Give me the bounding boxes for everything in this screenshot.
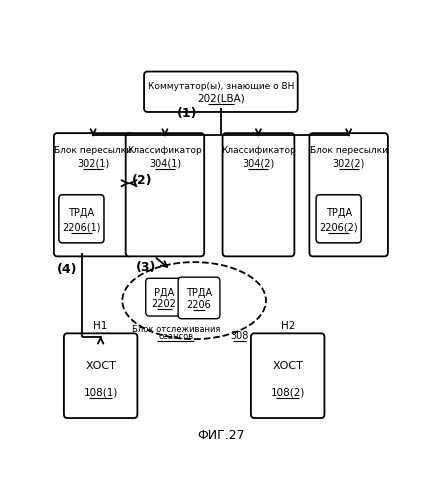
Ellipse shape bbox=[122, 262, 265, 339]
FancyBboxPatch shape bbox=[144, 72, 297, 112]
Text: 108(1): 108(1) bbox=[83, 388, 117, 398]
Text: (4): (4) bbox=[57, 264, 77, 276]
Text: Н2: Н2 bbox=[280, 320, 294, 330]
Text: 304(2): 304(2) bbox=[242, 158, 274, 168]
Text: Н1: Н1 bbox=[93, 320, 108, 330]
Text: 308: 308 bbox=[230, 332, 248, 342]
Text: (3): (3) bbox=[135, 262, 156, 274]
Text: Блок пересылки: Блок пересылки bbox=[309, 146, 387, 156]
FancyBboxPatch shape bbox=[54, 133, 132, 256]
FancyBboxPatch shape bbox=[126, 133, 204, 256]
FancyBboxPatch shape bbox=[178, 277, 219, 318]
Text: 304(1): 304(1) bbox=[148, 158, 181, 168]
Text: ХОСТ: ХОСТ bbox=[85, 362, 116, 372]
FancyBboxPatch shape bbox=[250, 334, 324, 418]
Text: ФИГ.27: ФИГ.27 bbox=[197, 429, 244, 442]
Text: ТРДА: ТРДА bbox=[185, 288, 212, 298]
Text: 2206(2): 2206(2) bbox=[319, 222, 357, 232]
Text: Коммутатор(ы), знающие о ВН: Коммутатор(ы), знающие о ВН bbox=[147, 82, 293, 92]
Text: 2206: 2206 bbox=[186, 300, 211, 310]
Text: 108(2): 108(2) bbox=[270, 388, 304, 398]
Text: Блок пересылки: Блок пересылки bbox=[54, 146, 132, 156]
Text: (1): (1) bbox=[177, 108, 197, 120]
Text: 302(1): 302(1) bbox=[77, 158, 109, 168]
Text: ХОСТ: ХОСТ bbox=[272, 362, 302, 372]
Text: ТРДА: ТРДА bbox=[68, 208, 94, 218]
FancyBboxPatch shape bbox=[64, 334, 137, 418]
Text: 202(LBA): 202(LBA) bbox=[197, 94, 244, 104]
FancyBboxPatch shape bbox=[315, 194, 360, 243]
Text: сеансов: сеансов bbox=[158, 332, 193, 341]
Text: 2206(1): 2206(1) bbox=[62, 222, 101, 232]
Text: ТРДА: ТРДА bbox=[325, 208, 351, 218]
FancyBboxPatch shape bbox=[309, 133, 387, 256]
Text: (2): (2) bbox=[132, 174, 152, 186]
Text: Классификатор: Классификатор bbox=[221, 146, 295, 156]
Text: РДА: РДА bbox=[154, 288, 174, 298]
Text: 302(2): 302(2) bbox=[332, 158, 364, 168]
FancyBboxPatch shape bbox=[59, 194, 104, 243]
FancyBboxPatch shape bbox=[222, 133, 294, 256]
Text: Блок отслеживания: Блок отслеживания bbox=[131, 325, 219, 334]
Text: 2202: 2202 bbox=[151, 299, 176, 309]
FancyBboxPatch shape bbox=[145, 278, 182, 316]
Text: Классификатор: Классификатор bbox=[127, 146, 202, 156]
